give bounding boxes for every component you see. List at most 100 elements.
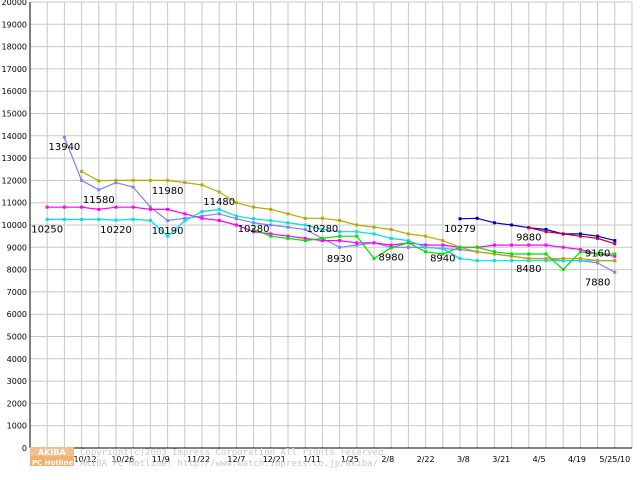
y-tick-label: 13000	[2, 154, 27, 163]
y-tick-labels: 0 1000 2000 3000 4000 5000 6000 7000 8000 9000 100…	[2, 0, 27, 453]
series-point	[578, 259, 582, 263]
series-point	[578, 256, 582, 260]
series-point	[80, 205, 84, 209]
series-point	[303, 236, 307, 240]
data-label: 10250	[31, 224, 63, 235]
series-point	[424, 250, 428, 254]
series-point	[217, 219, 221, 223]
series-point	[338, 234, 342, 238]
data-label: 10190	[152, 226, 184, 237]
y-tick-label: 0	[22, 444, 27, 453]
series-point	[613, 252, 617, 256]
series-point	[561, 245, 565, 249]
x-tick-label: 1/25	[341, 455, 359, 464]
axes	[29, 2, 632, 449]
series-point	[45, 205, 49, 209]
x-tick-label: 10/12	[74, 455, 97, 464]
series-point	[355, 234, 359, 238]
series-point	[269, 232, 273, 236]
watermark-url: AKIBA PC Hotline! http://www.watch.impre…	[80, 459, 378, 469]
series-point	[131, 178, 135, 182]
x-tick-label: 12/21	[263, 455, 286, 464]
series-line	[47, 208, 615, 262]
x-tick-label: 12/7	[227, 455, 245, 464]
series-point	[613, 259, 617, 263]
series-point	[183, 212, 187, 216]
series-point	[613, 254, 617, 258]
x-tick-label: 3/8	[457, 455, 470, 464]
series-point	[80, 169, 84, 173]
y-tick-label: 4000	[7, 355, 27, 364]
x-tick-label: 5/25/10	[599, 455, 630, 464]
series-point	[355, 223, 359, 227]
series-point	[269, 234, 273, 238]
series-point	[183, 181, 187, 185]
series-point	[372, 241, 376, 245]
y-tick-label: 16000	[2, 87, 27, 96]
y-tick-label: 8000	[7, 266, 27, 275]
y-tick-label: 9000	[7, 243, 27, 252]
data-label: 11580	[83, 195, 115, 206]
y-tick-label: 10000	[2, 221, 27, 230]
series-point	[166, 234, 170, 238]
series-point	[596, 252, 600, 256]
series-point	[492, 250, 496, 254]
series-point	[596, 259, 600, 263]
series-point	[441, 243, 445, 247]
series-line	[47, 206, 615, 257]
series-point	[269, 219, 273, 223]
series-point	[131, 185, 135, 189]
series-point	[527, 256, 531, 260]
y-tick-label: 12000	[2, 176, 27, 185]
data-label: 9880	[516, 233, 541, 244]
series-line	[528, 227, 615, 245]
series-point	[458, 248, 462, 252]
data-label: 8480	[516, 264, 541, 275]
series-point	[355, 230, 359, 234]
series-point	[544, 230, 548, 234]
data-label: 8940	[430, 254, 455, 265]
series-point	[527, 243, 531, 247]
series-point	[286, 225, 290, 229]
y-tick-label: 2000	[7, 399, 27, 408]
series-point	[578, 248, 582, 252]
series-point	[613, 270, 617, 274]
series-point	[475, 259, 479, 263]
series-point	[338, 219, 342, 223]
series-point	[320, 239, 324, 243]
series-point	[613, 242, 617, 246]
series-point	[114, 181, 118, 185]
series-point	[97, 188, 101, 192]
x-tick-label: 4/5	[533, 455, 546, 464]
series-point	[406, 239, 410, 243]
series-point	[527, 252, 531, 256]
y-tick-label: 5000	[7, 333, 27, 342]
series-point	[234, 201, 238, 205]
watermark-logo-bottom	[30, 456, 74, 466]
series-point	[510, 254, 514, 258]
x-tick-labels: 9/2810/1210/2611/911/2212/712/211/111/25…	[38, 455, 630, 464]
series-point	[166, 178, 170, 182]
series-point	[578, 234, 582, 238]
series-point	[303, 239, 307, 243]
data-label: 10280	[306, 224, 338, 235]
series-point	[166, 219, 170, 223]
series-point	[320, 216, 324, 220]
series-point	[131, 217, 135, 221]
series-point	[510, 259, 514, 263]
data-label: 9160	[585, 249, 610, 260]
data-label: 10220	[100, 225, 132, 236]
watermark-copyright: Copyright(c)2003 Impress Corporation All…	[80, 448, 389, 458]
y-tick-label: 14000	[2, 132, 27, 141]
series-point	[338, 230, 342, 234]
series-point	[320, 227, 324, 231]
series-point	[131, 205, 135, 209]
y-tick-label: 20000	[2, 0, 27, 7]
series-point	[200, 210, 204, 214]
y-tick-label: 1000	[7, 422, 27, 431]
y-tick-label: 17000	[2, 65, 27, 74]
series-point	[510, 223, 514, 227]
series-point	[286, 234, 290, 238]
series-point	[510, 252, 514, 256]
